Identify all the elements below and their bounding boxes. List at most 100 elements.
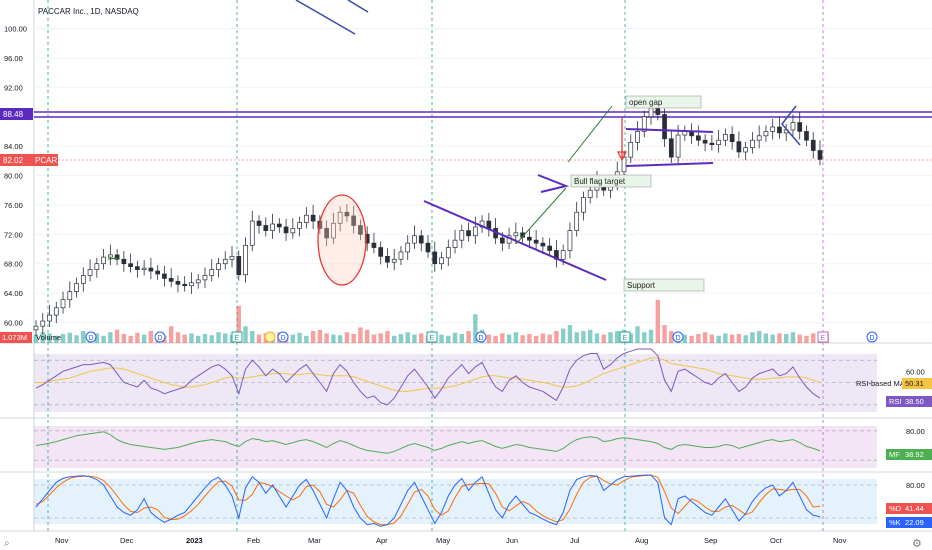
volume-bar [588, 329, 593, 343]
pane-backgrounds [34, 354, 877, 524]
time-tick-label: May [436, 536, 450, 545]
candle-body [94, 263, 100, 270]
annotation-bull-flag-target[interactable]: Bull flag target [570, 174, 652, 188]
candle-body [53, 307, 59, 316]
candle-body [628, 142, 634, 158]
volume-bar [655, 299, 660, 343]
volume-bar [108, 332, 113, 343]
channel-top-line[interactable] [625, 128, 714, 133]
volume-bar [540, 333, 546, 343]
oct-flag-drawing[interactable] [781, 105, 801, 146]
volume-bar [493, 335, 498, 343]
stoch-d-legend-bg [886, 503, 932, 514]
volume-bar [202, 334, 208, 343]
volume-bar [527, 334, 532, 343]
annotation-support[interactable]: Support [623, 278, 705, 292]
volume-bar [33, 334, 39, 343]
volume-bar [452, 332, 458, 343]
candle-body [148, 267, 154, 272]
candle-body [418, 235, 424, 244]
gear-icon[interactable]: ⚙ [912, 538, 922, 550]
dividend-marker [277, 331, 289, 343]
volume-bar [560, 328, 566, 343]
candle-body [135, 266, 140, 270]
volume-bar [81, 331, 86, 343]
candle-body [270, 223, 275, 231]
volume-bar [797, 334, 802, 343]
candle-body [243, 244, 248, 276]
event-marker-label: D [870, 335, 875, 342]
volume-bar [168, 326, 174, 343]
candle-body [216, 263, 221, 270]
candle-body [114, 254, 120, 260]
time-tick-label: Feb [247, 536, 260, 545]
candle-body [128, 263, 133, 267]
rsi-legend-value: 38.50 [905, 397, 924, 406]
candle-body [736, 141, 742, 153]
volume-bar [385, 331, 390, 343]
annotation-open-gap[interactable]: open gap [625, 95, 702, 109]
candle-body [80, 275, 86, 284]
volume-bar [371, 334, 377, 343]
gap-down-arrow[interactable] [616, 118, 628, 161]
symbol-title[interactable]: PACCAR Inc., 1D, NASDAQ [38, 7, 139, 16]
candle-body [574, 211, 580, 231]
candle-body [439, 257, 444, 265]
magnifier-icon[interactable]: ⌕ [4, 538, 10, 549]
candle-body [276, 223, 282, 228]
volume-bar [756, 331, 762, 343]
volume-bar [256, 334, 262, 343]
volume-bar [615, 331, 620, 343]
time-axis[interactable]: Nov Dec 2023 Feb Mar Apr May Jun Jul Aug Sep Oct Nov [55, 536, 847, 545]
volume-bar [594, 333, 600, 343]
time-tick-label: Jun [506, 536, 518, 545]
volume-bar [290, 334, 296, 343]
volume-bar [47, 333, 52, 343]
volume-bar [790, 332, 796, 343]
price-tag-88-bg [0, 108, 33, 120]
candle-body [750, 139, 755, 148]
volume-bar [635, 326, 640, 343]
candle-body [202, 275, 208, 281]
support-trend-line[interactable] [423, 200, 607, 281]
candle-body [263, 225, 269, 231]
channel-bottom-line[interactable] [625, 162, 714, 167]
volume-bar [196, 335, 201, 343]
candle-body [209, 269, 215, 276]
candle-body [540, 242, 546, 247]
rsi-legend-bg [886, 396, 932, 407]
breakout-arrow[interactable] [567, 105, 613, 163]
price-tick-label: 84.00 [4, 142, 23, 151]
candle-body [33, 325, 39, 331]
time-tick-label: Nov [833, 536, 847, 545]
event-marker-label: D [479, 335, 484, 342]
volume-bar [344, 332, 350, 343]
candle-body [189, 282, 194, 287]
candle-body [337, 211, 343, 224]
volume-bar [729, 334, 735, 343]
candle-body [222, 258, 228, 265]
highlight-ellipse[interactable] [317, 194, 367, 286]
price-tag-88: 88.48 [3, 110, 24, 119]
rsi-ma-value: 50.31 [905, 379, 924, 388]
candle-body [486, 220, 492, 229]
time-tick-label: Jul [570, 536, 580, 545]
volume-bar [398, 334, 404, 343]
candle-body [351, 215, 357, 226]
nov-arrow[interactable] [107, 257, 119, 260]
candle-body [229, 256, 235, 260]
volume-bar [331, 334, 336, 343]
downtrend-line-top[interactable] [295, 0, 356, 35]
bull-flag-channel[interactable] [537, 174, 570, 193]
bull-flag-pole-arrow[interactable] [515, 187, 567, 245]
downtrend-line-top-2[interactable] [347, 0, 369, 13]
candle-body [344, 211, 350, 217]
volume-bar [378, 333, 383, 343]
volume-bar [567, 325, 573, 343]
candle-body [533, 239, 539, 244]
volume-bar [223, 333, 228, 343]
volume-bar [54, 335, 59, 343]
rsi-tick-label: 60.00 [906, 367, 925, 376]
rsi-ma-legend-label: RSI-based MA [856, 379, 905, 388]
volume-bar [40, 332, 45, 343]
